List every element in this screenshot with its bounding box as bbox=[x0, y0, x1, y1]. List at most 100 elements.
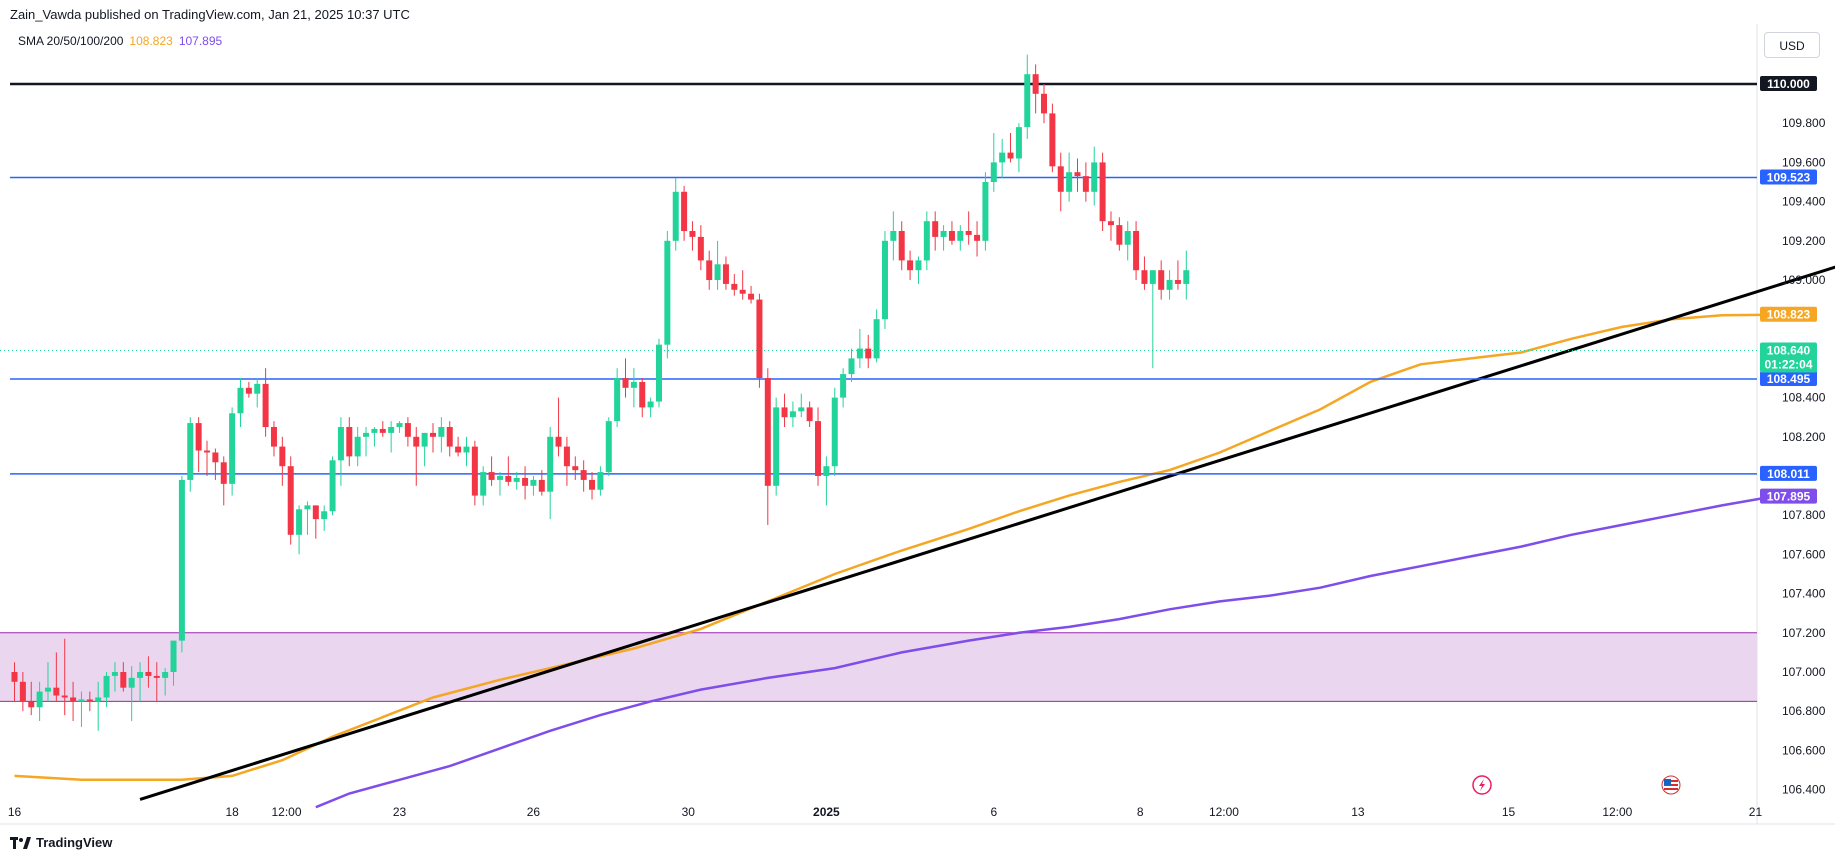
candle[interactable] bbox=[36, 681, 43, 721]
candle[interactable] bbox=[430, 423, 436, 453]
candle[interactable] bbox=[1174, 260, 1181, 290]
candle[interactable] bbox=[856, 329, 863, 369]
candle[interactable] bbox=[622, 358, 629, 398]
price-axis-tag[interactable]: 108.823 bbox=[1760, 306, 1817, 322]
candle[interactable] bbox=[689, 221, 696, 251]
candle[interactable] bbox=[111, 662, 118, 692]
candle[interactable] bbox=[697, 225, 704, 271]
candle[interactable] bbox=[563, 436, 570, 486]
candle[interactable] bbox=[773, 397, 780, 496]
candle[interactable] bbox=[614, 368, 621, 427]
candle[interactable] bbox=[505, 456, 512, 486]
candle[interactable] bbox=[404, 417, 411, 447]
candle[interactable] bbox=[379, 421, 386, 437]
candle[interactable] bbox=[329, 456, 336, 516]
candle[interactable] bbox=[1049, 103, 1056, 173]
candle[interactable] bbox=[296, 505, 303, 555]
candle[interactable] bbox=[630, 368, 637, 408]
candle[interactable] bbox=[170, 640, 177, 686]
candle[interactable] bbox=[898, 221, 905, 271]
candle[interactable] bbox=[605, 417, 612, 476]
candle[interactable] bbox=[346, 417, 353, 467]
price-axis-tag[interactable]: 108.495 bbox=[1760, 370, 1817, 386]
candle[interactable] bbox=[53, 652, 60, 702]
candle[interactable] bbox=[1024, 54, 1031, 139]
candle[interactable] bbox=[463, 436, 470, 467]
candle[interactable] bbox=[19, 672, 26, 712]
candle[interactable] bbox=[957, 225, 964, 251]
candle[interactable] bbox=[789, 401, 796, 427]
candle[interactable] bbox=[363, 427, 370, 457]
candle[interactable] bbox=[44, 662, 51, 702]
candle[interactable] bbox=[1015, 123, 1022, 173]
candle[interactable] bbox=[681, 185, 688, 241]
candle[interactable] bbox=[396, 421, 403, 433]
candle[interactable] bbox=[153, 662, 160, 702]
candle[interactable] bbox=[61, 638, 68, 716]
candle[interactable] bbox=[1032, 64, 1039, 114]
candle[interactable] bbox=[547, 427, 554, 520]
candle[interactable] bbox=[128, 666, 135, 721]
candle[interactable] bbox=[120, 662, 127, 692]
candle[interactable] bbox=[722, 256, 729, 290]
candle[interactable] bbox=[873, 309, 880, 363]
candle[interactable] bbox=[672, 178, 679, 251]
candle[interactable] bbox=[388, 421, 395, 453]
candle[interactable] bbox=[597, 466, 604, 496]
currency-button[interactable]: USD bbox=[1764, 32, 1820, 58]
candle[interactable] bbox=[446, 421, 453, 457]
price-axis-tag[interactable]: 109.523 bbox=[1760, 169, 1817, 185]
candle[interactable] bbox=[999, 138, 1006, 179]
candle[interactable] bbox=[195, 417, 202, 473]
candle[interactable] bbox=[739, 270, 746, 300]
candle[interactable] bbox=[555, 397, 562, 457]
candle[interactable] bbox=[287, 456, 294, 545]
candle[interactable] bbox=[948, 221, 955, 245]
candle[interactable] bbox=[86, 691, 93, 712]
candle[interactable] bbox=[496, 472, 503, 496]
sma100-line[interactable] bbox=[14, 313, 1773, 782]
candle[interactable] bbox=[1066, 152, 1073, 202]
candle[interactable] bbox=[11, 662, 18, 702]
candle[interactable] bbox=[831, 387, 838, 476]
candle[interactable] bbox=[1099, 152, 1106, 231]
candle[interactable] bbox=[589, 472, 596, 500]
candle[interactable] bbox=[990, 133, 997, 192]
ascending-trendline[interactable] bbox=[139, 213, 1835, 801]
candle[interactable] bbox=[1082, 162, 1089, 202]
candle[interactable] bbox=[95, 681, 102, 731]
price-axis-tag[interactable]: 110.000 bbox=[1760, 76, 1817, 91]
candle[interactable] bbox=[70, 681, 77, 721]
candle[interactable] bbox=[421, 432, 428, 467]
candle[interactable] bbox=[137, 662, 144, 702]
candle[interactable] bbox=[237, 378, 244, 427]
candle[interactable] bbox=[337, 417, 344, 486]
candle[interactable] bbox=[204, 440, 211, 476]
price-axis-tag[interactable]: 108.011 bbox=[1760, 465, 1817, 481]
candle[interactable] bbox=[781, 393, 788, 427]
candle[interactable] bbox=[354, 427, 361, 467]
candle[interactable] bbox=[881, 231, 888, 329]
candle[interactable] bbox=[1074, 158, 1081, 192]
candle[interactable] bbox=[731, 274, 738, 296]
candle[interactable] bbox=[940, 225, 947, 251]
candle[interactable] bbox=[513, 472, 520, 490]
candle[interactable] bbox=[1091, 146, 1098, 206]
candle[interactable] bbox=[639, 378, 646, 418]
candle[interactable] bbox=[480, 466, 487, 506]
candle[interactable] bbox=[254, 378, 261, 408]
candle[interactable] bbox=[471, 440, 478, 506]
candle[interactable] bbox=[279, 436, 286, 486]
candle[interactable] bbox=[756, 293, 763, 388]
candle[interactable] bbox=[714, 240, 721, 290]
flash-event-icon[interactable] bbox=[1472, 775, 1492, 795]
candle[interactable] bbox=[764, 368, 771, 525]
candle[interactable] bbox=[1141, 256, 1148, 290]
candle[interactable] bbox=[187, 417, 194, 492]
us-flag-event-icon[interactable] bbox=[1661, 775, 1681, 795]
candle[interactable] bbox=[932, 211, 939, 251]
candle[interactable] bbox=[245, 381, 252, 398]
candle[interactable] bbox=[965, 211, 972, 245]
candle[interactable] bbox=[229, 407, 236, 496]
